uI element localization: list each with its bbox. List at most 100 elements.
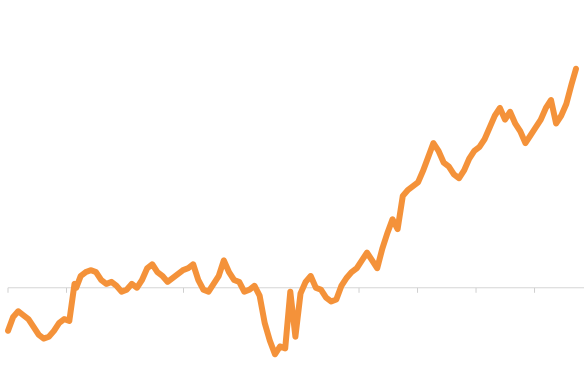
data-point xyxy=(482,136,488,142)
data-point xyxy=(93,269,99,275)
data-point xyxy=(185,265,191,271)
data-point xyxy=(30,324,37,330)
data-point xyxy=(154,269,160,275)
data-point xyxy=(139,277,145,283)
data-point xyxy=(568,81,575,87)
data-point xyxy=(200,287,206,293)
data-point xyxy=(236,279,242,285)
data-point xyxy=(36,332,42,338)
data-point xyxy=(354,265,360,271)
data-point xyxy=(251,283,258,289)
data-point xyxy=(543,105,549,111)
data-point xyxy=(538,117,544,123)
data-point xyxy=(374,265,380,271)
data-point xyxy=(558,113,564,119)
data-point xyxy=(113,283,120,289)
data-point xyxy=(149,261,155,267)
data-point xyxy=(277,343,283,349)
data-point xyxy=(175,271,181,277)
data-point xyxy=(333,296,339,303)
data-point xyxy=(389,216,396,222)
data-point xyxy=(522,140,529,146)
data-point xyxy=(517,128,523,134)
data-point xyxy=(369,257,375,263)
data-point xyxy=(282,345,288,351)
x-axis-ticks xyxy=(7,287,536,293)
data-point xyxy=(349,269,355,275)
data-point xyxy=(425,154,431,160)
data-point xyxy=(303,279,309,285)
data-point xyxy=(379,246,385,252)
series-layer xyxy=(5,65,579,358)
data-point xyxy=(461,167,467,173)
data-point xyxy=(25,316,31,322)
data-point xyxy=(98,277,104,283)
data-point xyxy=(553,120,559,127)
data-point xyxy=(221,257,227,263)
data-point xyxy=(528,132,534,138)
data-point xyxy=(10,314,16,320)
data-point xyxy=(410,183,416,189)
data-point xyxy=(66,318,72,324)
data-point xyxy=(51,328,57,334)
data-point xyxy=(15,308,21,314)
data-point xyxy=(272,351,278,357)
data-point xyxy=(338,283,344,289)
data-point xyxy=(441,160,447,166)
data-point xyxy=(78,273,84,279)
data-point xyxy=(246,287,252,293)
data-point xyxy=(533,124,539,130)
data-point xyxy=(466,156,472,162)
data-point xyxy=(267,338,273,344)
data-point xyxy=(384,230,390,236)
data-point xyxy=(108,279,114,285)
data-point xyxy=(405,187,411,193)
data-point xyxy=(211,281,217,287)
data-point xyxy=(471,148,477,154)
data-point xyxy=(170,275,176,281)
data-point xyxy=(563,101,569,107)
data-point xyxy=(83,269,89,275)
data-point xyxy=(231,277,237,283)
data-point xyxy=(497,105,503,111)
data-point xyxy=(46,334,52,340)
data-point xyxy=(502,117,508,123)
data-point xyxy=(20,312,26,318)
data-point xyxy=(119,289,125,295)
data-point xyxy=(144,265,150,271)
data-point xyxy=(364,250,370,256)
data-point xyxy=(134,285,140,291)
data-point xyxy=(56,320,62,326)
data-point xyxy=(507,109,513,115)
data-point xyxy=(323,295,329,301)
data-point xyxy=(415,179,421,185)
data-point xyxy=(195,277,201,283)
data-point xyxy=(297,291,304,297)
data-point xyxy=(124,287,130,293)
data-point xyxy=(292,334,298,340)
data-point xyxy=(487,124,493,130)
data-point xyxy=(512,120,518,127)
data-point xyxy=(446,163,452,170)
data-point xyxy=(262,320,268,326)
data-point xyxy=(328,298,334,305)
data-point xyxy=(476,144,482,150)
data-point xyxy=(257,293,263,299)
data-point xyxy=(359,257,365,263)
data-point xyxy=(216,273,222,279)
data-point xyxy=(313,285,319,291)
data-point xyxy=(190,261,196,267)
data-point xyxy=(573,66,579,72)
data-point xyxy=(41,336,47,342)
series-line xyxy=(5,65,579,358)
data-point xyxy=(165,279,171,285)
data-point xyxy=(241,289,247,295)
data-point xyxy=(180,267,186,273)
data-point xyxy=(88,267,94,273)
data-point xyxy=(129,281,135,287)
data-point xyxy=(226,269,232,275)
data-point xyxy=(318,287,324,293)
data-point xyxy=(435,148,442,154)
data-point xyxy=(205,289,212,295)
